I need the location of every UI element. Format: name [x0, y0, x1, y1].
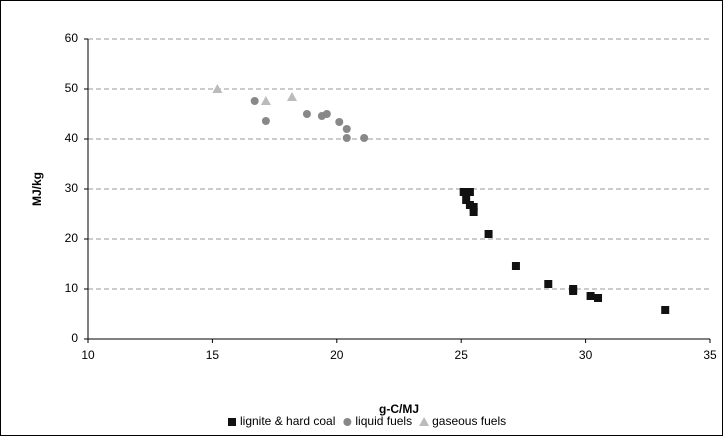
point — [484, 230, 493, 238]
point — [511, 262, 520, 270]
point — [661, 306, 670, 314]
x-tick-label: 30 — [579, 348, 593, 362]
point — [586, 292, 595, 300]
point — [465, 188, 474, 196]
x-tick-label: 25 — [455, 348, 469, 362]
point — [212, 84, 223, 93]
point — [469, 208, 478, 216]
legend-marker — [228, 418, 236, 426]
point — [360, 134, 369, 142]
x-tick-label: 15 — [206, 348, 220, 362]
point — [462, 196, 471, 204]
y-tick-label: 60 — [65, 31, 79, 45]
point — [302, 110, 311, 118]
point — [335, 118, 344, 126]
point — [250, 97, 259, 105]
legend-marker — [419, 417, 430, 426]
legend-label: liquid fuels — [355, 414, 412, 428]
y-tick-label: 0 — [71, 331, 78, 345]
point — [260, 96, 271, 105]
point — [569, 287, 578, 295]
y-tick-label: 20 — [65, 231, 79, 245]
y-axis-label: MJ/kg — [30, 172, 44, 206]
x-tick-label: 20 — [330, 348, 344, 362]
legend-marker — [343, 418, 352, 426]
y-tick-label: 50 — [65, 81, 79, 95]
legend-label: lignite & hard coal — [240, 414, 335, 428]
point — [594, 294, 603, 302]
point — [469, 203, 478, 211]
y-tick-label: 40 — [65, 131, 79, 145]
point — [459, 188, 468, 196]
x-tick-label: 35 — [703, 348, 717, 362]
point — [322, 110, 331, 118]
point — [544, 280, 553, 288]
legend-label: gaseous fuels — [432, 414, 506, 428]
y-tick-label: 30 — [65, 181, 79, 195]
point — [261, 117, 270, 125]
x-tick-label: 10 — [81, 348, 95, 362]
point — [287, 92, 298, 101]
x-axis-label: g-C/MJ — [379, 402, 419, 416]
point — [342, 125, 351, 133]
y-tick-label: 10 — [65, 281, 79, 295]
point — [342, 134, 351, 142]
